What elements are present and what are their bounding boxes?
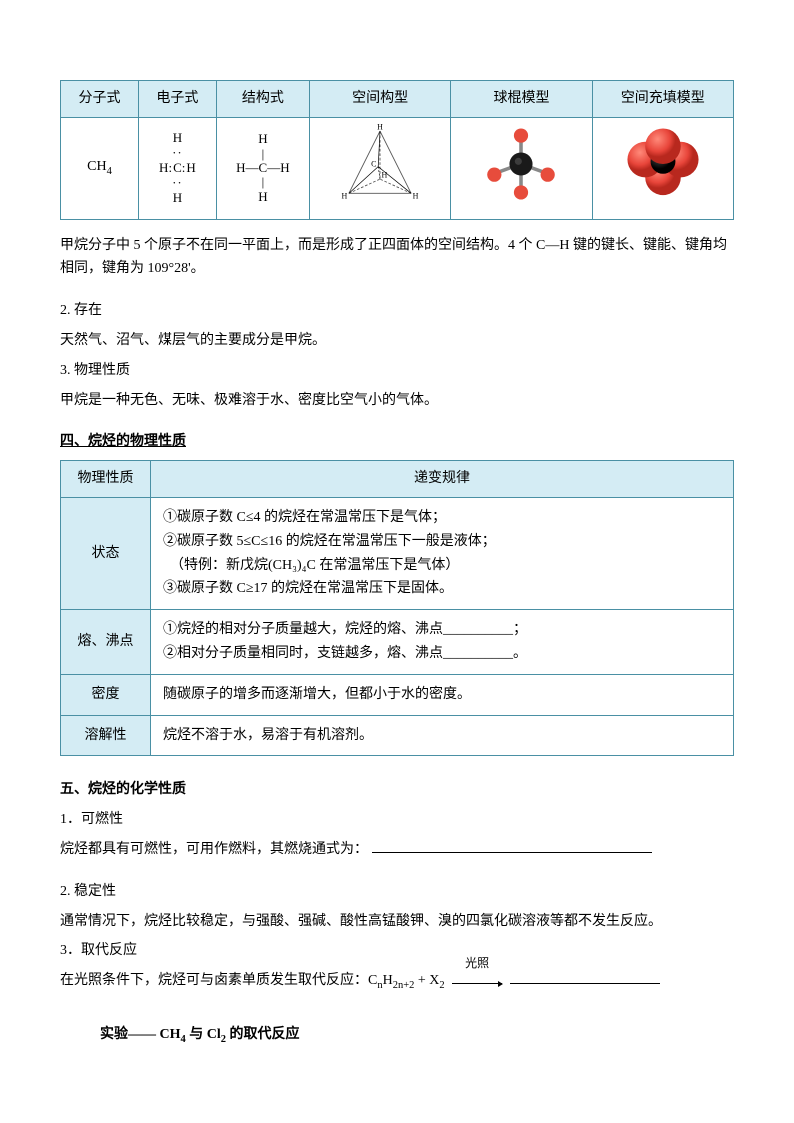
sec5-1-pre: 烷烃都具有可燃性，可用作燃料，其燃烧通式为： — [60, 842, 368, 857]
sf-l1: | — [225, 147, 301, 161]
space-fill-icon — [618, 124, 708, 204]
t1-h5: 球棍模型 — [451, 81, 592, 118]
molecular-formula: CH4 — [87, 159, 112, 174]
section4-title: 四、烷烃的物理性质 — [60, 430, 734, 454]
molecular-formula-cell: CH4 — [61, 117, 139, 219]
svg-text:H: H — [382, 170, 388, 179]
svg-text:H: H — [377, 124, 383, 131]
tetrahedron-cell: H H H H C — [309, 117, 450, 219]
sf-bot: H — [225, 190, 301, 204]
t2-r1-l1: ②相对分子质量相同时，支链越多，熔、沸点__________。 — [163, 642, 721, 666]
t2-r0-l1: ②碳原子数 5≤C≤16 的烷烃在常温常压下一般是液体； — [163, 530, 721, 554]
sec-phys-body: 甲烷是一种无色、无味、极难溶于水、密度比空气小的气体。 — [60, 389, 734, 413]
t2-hl: 物理性质 — [61, 461, 151, 498]
blank-combustion[interactable] — [372, 839, 652, 853]
exp-suf: 的取代反应 — [226, 1027, 300, 1042]
electron-formula-cell: H ·· H:C:H ·· H — [138, 117, 216, 219]
sec5-2-title: 2. 稳定性 — [60, 880, 734, 904]
sec-exist-title: 2. 存在 — [60, 299, 734, 323]
svg-text:C: C — [371, 159, 376, 168]
t2-r0-l2: （特例：新戊烷(CH₃)₄C 在常温常压下是气体） — [163, 554, 721, 578]
sec5-3-title: 3．取代反应 — [60, 939, 734, 963]
structural-formula: H | H—C—H | H — [225, 132, 301, 203]
t2-r0k: 状态 — [61, 497, 151, 609]
svg-text:H: H — [413, 191, 419, 200]
t2-r0-l0: ①碳原子数 C≤4 的烷烃在常温常压下是气体； — [163, 506, 721, 530]
f-plus: + X — [414, 973, 439, 988]
ef-top: H — [147, 131, 208, 146]
tetrahedron-icon: H H H H C — [335, 124, 425, 204]
t2-r3k: 溶解性 — [61, 715, 151, 756]
ef-mid: H:C:H — [147, 161, 208, 176]
sf-mid: H—C—H — [225, 161, 301, 175]
structural-formula-cell: H | H—C—H | H — [216, 117, 309, 219]
exp-pre: 实验—— CH — [100, 1027, 181, 1042]
reaction-arrow: 光照 — [452, 969, 502, 993]
t2-r1k: 熔、沸点 — [61, 610, 151, 675]
sec5-1-body: 烷烃都具有可燃性，可用作燃料，其燃烧通式为： — [60, 838, 734, 862]
sec-exist-body: 天然气、沼气、煤层气的主要成分是甲烷。 — [60, 329, 734, 353]
experiment-title: 实验—— CH4 与 Cl2 的取代反应 — [100, 1023, 734, 1049]
t2-r1v: ①烷烃的相对分子质量越大，烷烃的熔、沸点__________； ②相对分子质量相… — [151, 610, 734, 675]
mf-main: CH — [87, 159, 106, 174]
mf-sub: 4 — [107, 166, 112, 177]
ef-bot: H — [147, 191, 208, 206]
t2-hr: 递变规律 — [151, 461, 734, 498]
t2-r0v: ①碳原子数 C≤4 的烷烃在常温常压下是气体； ②碳原子数 5≤C≤16 的烷烃… — [151, 497, 734, 609]
t1-h1: 分子式 — [61, 81, 139, 118]
t1-h2: 电子式 — [138, 81, 216, 118]
sf-top: H — [225, 132, 301, 146]
t2-r2k: 密度 — [61, 674, 151, 715]
space-fill-cell — [592, 117, 733, 219]
molecule-representation-table: 分子式 电子式 结构式 空间构型 球棍模型 空间充填模型 CH4 H ·· H:… — [60, 80, 734, 220]
ball-stick-icon — [476, 124, 566, 204]
methane-structure-para: 甲烷分子中 5 个原子不在同一平面上，而是形成了正四面体的空间结构。4 个 C—… — [60, 234, 734, 282]
t2-r3v: 烷烃不溶于水，易溶于有机溶剂。 — [151, 715, 734, 756]
f-x2: 2 — [439, 980, 444, 991]
ball-stick-cell — [451, 117, 592, 219]
sec5-2-body: 通常情况下，烷烃比较稳定，与强酸、强碱、酸性高锰酸钾、溴的四氯化碳溶液等都不发生… — [60, 910, 734, 934]
t2-r2v: 随碳原子的增多而逐渐增大，但都小于水的密度。 — [151, 674, 734, 715]
svg-text:H: H — [342, 191, 348, 200]
alkane-properties-table: 物理性质 递变规律 状态 ①碳原子数 C≤4 的烷烃在常温常压下是气体； ②碳原… — [60, 460, 734, 756]
arrow-label: 光照 — [452, 953, 502, 973]
section5-title: 五、烷烃的化学性质 — [60, 778, 734, 802]
t1-h3: 结构式 — [216, 81, 309, 118]
blank-substitution[interactable] — [510, 970, 660, 984]
sec-phys-title: 3. 物理性质 — [60, 359, 734, 383]
t2-r1-l0: ①烷烃的相对分子质量越大，烷烃的熔、沸点__________； — [163, 618, 721, 642]
t1-h6: 空间充填模型 — [592, 81, 733, 118]
t1-h4: 空间构型 — [309, 81, 450, 118]
electron-formula: H ·· H:C:H ·· H — [147, 131, 208, 206]
exp-mid: 与 Cl — [186, 1027, 221, 1042]
sec5-3-body: 在光照条件下，烷烃可与卤素单质发生取代反应：CnH2n+2 + X2 光照 — [60, 969, 734, 995]
f-sub: 2n+2 — [393, 980, 415, 991]
f-h: H — [383, 973, 393, 988]
sec5-3-pre: 在光照条件下，烷烃可与卤素单质发生取代反应：C — [60, 973, 377, 988]
sec5-1-title: 1．可燃性 — [60, 808, 734, 832]
sf-l2: | — [225, 175, 301, 189]
t2-r0-l3: ③碳原子数 C≥17 的烷烃在常温常压下是固体。 — [163, 577, 721, 601]
